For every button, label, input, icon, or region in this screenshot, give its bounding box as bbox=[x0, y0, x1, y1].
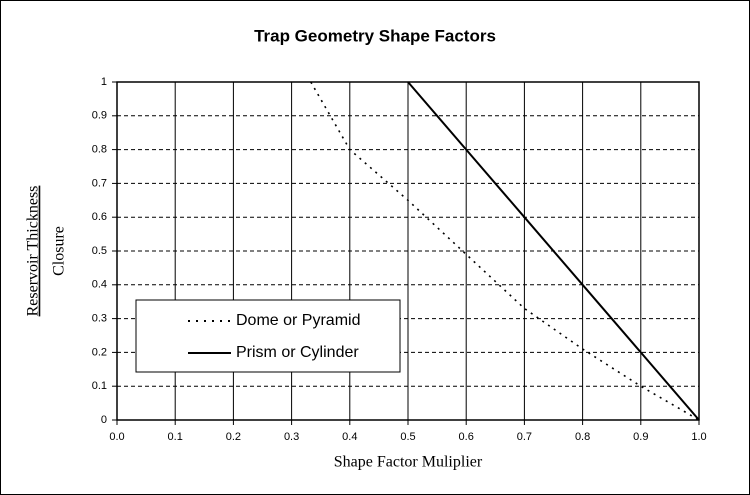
legend-label: Dome or Pyramid bbox=[236, 312, 360, 329]
y-tick-label: 0.1 bbox=[92, 380, 107, 392]
y-tick-label: 0.7 bbox=[92, 177, 107, 189]
x-tick-label: 1.0 bbox=[691, 431, 706, 443]
y-tick-label: 0.5 bbox=[92, 245, 107, 257]
x-tick-label: 0.6 bbox=[459, 431, 474, 443]
y-tick-label: 0.6 bbox=[92, 211, 107, 223]
x-tick-label: 0.2 bbox=[226, 431, 241, 443]
x-tick-label: 0.8 bbox=[575, 431, 590, 443]
x-tick-label: 0.0 bbox=[109, 431, 124, 443]
y-axis-label: Closure bbox=[51, 226, 68, 276]
data-line bbox=[310, 81, 700, 421]
y-tick-label: 1 bbox=[101, 76, 107, 88]
x-tick-label: 0.4 bbox=[342, 431, 357, 443]
x-tick-label: 0.5 bbox=[400, 431, 415, 443]
y-tick-label: 0.9 bbox=[92, 110, 107, 122]
y-tick-label: 0.8 bbox=[92, 144, 107, 156]
legend-box bbox=[135, 299, 401, 373]
x-tick-label: 0.7 bbox=[517, 431, 532, 443]
x-axis-label: Shape Factor Muliplier bbox=[334, 454, 483, 471]
x-tick-label: 0.1 bbox=[168, 431, 183, 443]
x-tick-label: 0.9 bbox=[633, 431, 648, 443]
data-line bbox=[407, 81, 700, 421]
y-tick-label: 0.2 bbox=[92, 346, 107, 358]
y-axis-label: Reservoir Thickness bbox=[25, 186, 42, 317]
y-tick-label: 0.4 bbox=[92, 279, 107, 291]
legend-label: Prism or Cylinder bbox=[236, 344, 359, 361]
x-tick-label: 0.3 bbox=[284, 431, 299, 443]
y-tick-label: 0 bbox=[101, 414, 107, 426]
y-tick-label: 0.3 bbox=[92, 313, 107, 325]
chart-title: Trap Geometry Shape Factors bbox=[254, 26, 496, 45]
